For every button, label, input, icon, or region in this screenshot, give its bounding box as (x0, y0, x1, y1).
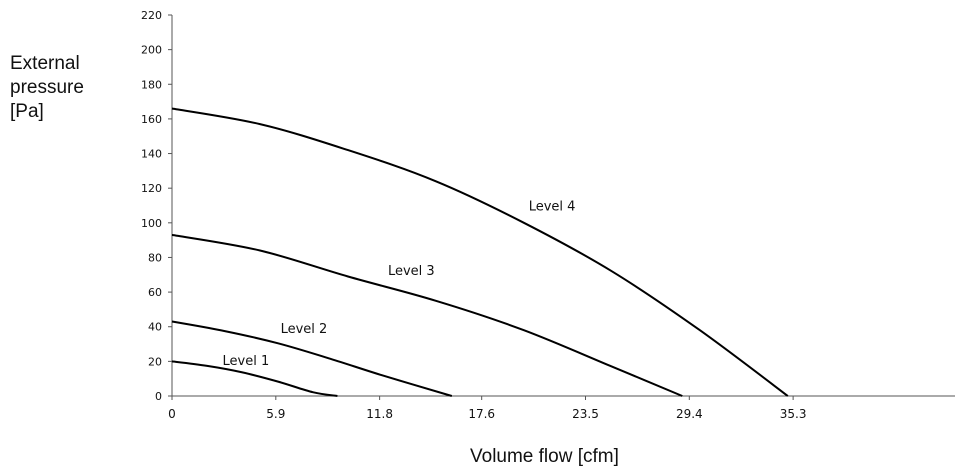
x-axis-title: Volume flow [cfm] (470, 446, 619, 467)
y-axis-title-line-3: [Pa] (10, 101, 44, 122)
y-tick-label-100: 100 (141, 217, 162, 230)
curve-label-level-1: Level 1 (223, 354, 270, 369)
y-axis-title-line-2: pressure (10, 77, 84, 98)
y-tick-label-160: 160 (141, 113, 162, 126)
y-tick-label-120: 120 (141, 182, 162, 195)
y-axis-title-line-1: External (10, 53, 80, 74)
curve-level-3 (171, 233, 683, 397)
x-tick-label-6: 35.3 (780, 407, 807, 421)
y-tick-label-140: 140 (141, 148, 162, 161)
x-tick-label-0: 0 (168, 407, 176, 421)
curve-level-1 (171, 360, 338, 397)
x-tick-label-1: 5.9 (266, 407, 285, 421)
y-tick-label-180: 180 (141, 78, 162, 91)
x-tick-label-5: 29.4 (676, 407, 703, 421)
y-tick-label-0: 0 (155, 390, 162, 403)
curve-label-level-3: Level 3 (388, 264, 435, 279)
x-tick-label-3: 17.6 (468, 407, 495, 421)
curve-label-level-2: Level 2 (281, 322, 328, 337)
y-tick-label-40: 40 (148, 321, 162, 334)
y-tick-label-220: 220 (141, 9, 162, 22)
curve-label-level-4: Level 4 (529, 200, 576, 215)
curve-level-4 (171, 107, 789, 397)
y-tick-label-80: 80 (148, 251, 162, 264)
y-axis-title: External pressure [Pa] (10, 52, 84, 124)
x-tick-label-4: 23.5 (572, 407, 599, 421)
y-tick-label-200: 200 (141, 44, 162, 57)
y-tick-label-20: 20 (148, 355, 162, 368)
curve-level-2 (171, 320, 453, 397)
x-tick-label-2: 11.8 (366, 407, 393, 421)
y-tick-label-60: 60 (148, 286, 162, 299)
